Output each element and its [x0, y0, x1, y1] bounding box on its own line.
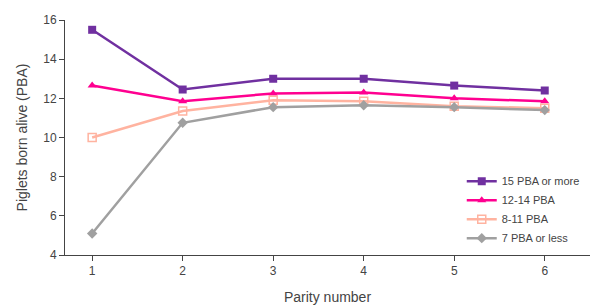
- svg-text:4: 4: [360, 264, 367, 278]
- svg-text:10: 10: [43, 131, 57, 145]
- svg-text:3: 3: [270, 264, 277, 278]
- svg-text:16: 16: [43, 13, 57, 27]
- svg-text:4: 4: [50, 248, 57, 262]
- svg-text:8: 8: [50, 170, 57, 184]
- svg-text:2: 2: [179, 264, 186, 278]
- svg-text:12: 12: [43, 92, 57, 106]
- svg-text:1: 1: [89, 264, 96, 278]
- svg-text:Piglets born alive (PBA): Piglets born alive (PBA): [14, 64, 30, 212]
- svg-text:15 PBA or more: 15 PBA or more: [502, 175, 580, 187]
- svg-text:5: 5: [451, 264, 458, 278]
- svg-text:12-14 PBA: 12-14 PBA: [502, 194, 556, 206]
- svg-text:Parity number: Parity number: [284, 289, 371, 305]
- svg-text:6: 6: [50, 209, 57, 223]
- svg-text:14: 14: [43, 52, 57, 66]
- svg-text:6: 6: [541, 264, 548, 278]
- svg-text:7 PBA or less: 7 PBA or less: [502, 232, 569, 244]
- svg-text:8-11 PBA: 8-11 PBA: [502, 213, 549, 225]
